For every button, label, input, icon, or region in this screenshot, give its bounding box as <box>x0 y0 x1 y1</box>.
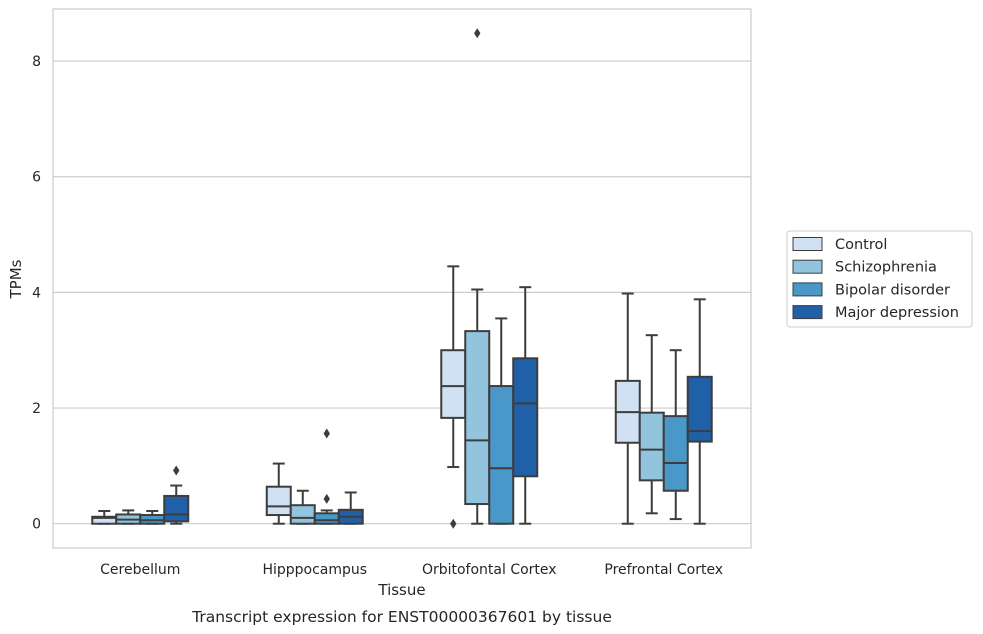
legend-swatch <box>792 282 823 297</box>
x-tick-label: Prefrontal Cortex <box>604 562 723 578</box>
legend-swatch <box>792 237 823 251</box>
y-axis-label: TPMs <box>7 259 25 299</box>
outlier-point <box>323 493 330 504</box>
box <box>488 317 515 525</box>
legend-label: Control <box>835 237 887 253</box>
box-iqr <box>638 411 665 482</box>
box-plot-area <box>91 28 713 529</box>
box <box>289 489 316 525</box>
box <box>313 428 340 525</box>
x-axis-label: Tissue <box>377 581 425 599</box>
box-iqr <box>662 415 689 492</box>
box-iqr <box>163 494 190 523</box>
y-tick-label: 4 <box>32 285 41 301</box>
legend-label: Major depression <box>835 305 959 321</box>
outlier-point <box>450 518 457 529</box>
box <box>163 465 190 525</box>
legend-frame <box>786 230 973 328</box>
x-tick-label: Cerebellum <box>100 562 180 578</box>
box-iqr <box>488 385 515 525</box>
box-iqr <box>512 357 539 478</box>
box-iqr <box>289 504 316 525</box>
box <box>337 491 364 525</box>
box-iqr <box>686 375 713 443</box>
box <box>686 298 713 525</box>
legend-label: Schizophrenia <box>835 260 937 276</box>
x-tick-label: Hipppocampus <box>262 562 367 578</box>
box <box>139 509 166 525</box>
legend-label: Bipolar disorder <box>835 282 950 298</box>
box <box>91 509 118 525</box>
box <box>265 462 292 525</box>
y-tick-label: 8 <box>32 54 41 70</box>
box <box>115 509 142 525</box>
outlier-point <box>173 465 180 476</box>
y-tick-label: 2 <box>32 401 41 417</box>
outlier-point <box>323 428 330 439</box>
outlier-point <box>474 28 481 39</box>
x-axis-ticks: Cerebellum Hipppocampus Orbitofontal Corte… <box>100 562 723 578</box>
plot-frame <box>52 8 752 549</box>
box <box>512 286 539 525</box>
box <box>464 28 491 525</box>
y-tick-label: 0 <box>32 517 41 533</box>
legend-swatch <box>792 305 823 320</box>
legend: Control Schizophrenia Bipolar disorder Majo… <box>786 230 973 328</box>
box-iqr <box>440 349 467 419</box>
y-axis-ticks: 0 2 4 6 8 <box>32 54 41 533</box>
box <box>638 334 665 515</box>
box <box>662 349 689 521</box>
box-iqr <box>265 485 292 517</box>
box <box>614 292 641 525</box>
box <box>440 265 467 529</box>
legend-swatch <box>792 259 823 274</box>
x-tick-label: Orbitofontal Cortex <box>422 562 557 578</box>
y-tick-label: 6 <box>32 170 41 186</box>
box-iqr <box>313 512 340 525</box>
box-iqr <box>464 330 491 506</box>
chart-caption: Transcript expression for ENST0000036760… <box>191 608 612 626</box>
